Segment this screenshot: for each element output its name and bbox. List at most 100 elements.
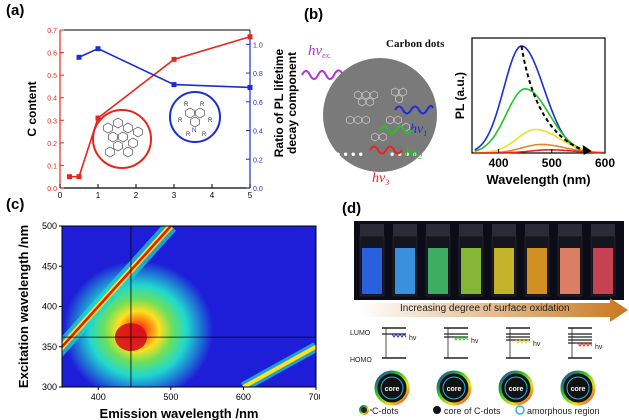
data-point-left <box>95 115 101 121</box>
x-tick-label: 3 <box>172 191 177 200</box>
hexagon <box>118 131 128 143</box>
vial-cap <box>426 224 450 236</box>
scatter-band-1-core <box>62 226 172 349</box>
graphene-hexagon <box>354 90 362 100</box>
data-point-right <box>171 82 177 88</box>
pl-spectrum-4 <box>474 149 604 154</box>
y-tick-label: 400 <box>42 302 57 312</box>
emission-arrow <box>515 339 531 344</box>
svg-text:hνex.: hνex. <box>308 43 331 60</box>
y-axis-title-right: Ratio of PL lifetimedecay component <box>272 48 299 157</box>
carbon-dot-schematic: Carbon dots • • • • • • • • hνex. hν1 hν… <box>301 37 615 187</box>
chart-a: 0 1 2 3 4 50.00.10.20.30.40.50.60.70.00.20.40… <box>25 28 299 200</box>
vial-solution <box>527 248 547 294</box>
plot-frame <box>471 37 606 154</box>
x-tick-label: 0 <box>58 191 63 200</box>
panel-label-b: (b) <box>304 6 324 23</box>
y-tick-label: 500 <box>42 221 57 231</box>
hexagon <box>190 116 200 128</box>
graphene-hexagon <box>362 115 370 125</box>
y-tick-label-right: 0.2 <box>253 157 263 164</box>
panel-label-c: (c) <box>6 196 25 213</box>
emission-wave-2 <box>379 125 413 135</box>
data-point-left <box>247 34 253 40</box>
svg-text:amorphous region: amorphous region <box>527 406 600 416</box>
x-tick-label: 2 <box>134 191 139 200</box>
graphene-hexagon <box>379 132 387 142</box>
y-axis-title: Excitation wavelength /nm <box>16 225 31 388</box>
x-axis-title: Wavelength (nm) <box>486 172 590 187</box>
svg-text:R: R <box>178 118 183 124</box>
svg-text:hν1: hν1 <box>410 122 427 138</box>
svg-text:R: R <box>202 132 207 138</box>
y-tick-label-left: 0.6 <box>47 51 57 58</box>
series-line-right <box>78 47 251 89</box>
series-line-left <box>69 36 251 178</box>
peak-shift-arrow <box>520 45 585 151</box>
graphene-hexagon <box>354 115 362 125</box>
scatter-band-2 <box>242 345 316 387</box>
panel-a: (a) 0 1 2 3 4 5 0.0 0.1 0.2 0.3 0.4 0.5 0.6 0.7 0.0 0.2… <box>0 0 300 200</box>
core-label: core <box>571 386 586 393</box>
data-point-right <box>95 46 101 52</box>
hexagon <box>105 146 115 158</box>
x-tick-label: 500 <box>163 392 178 402</box>
hexagon <box>123 146 133 158</box>
graphene-hexagon <box>371 132 379 142</box>
vial-cap <box>360 224 384 236</box>
svg-text:• • • •: • • • • <box>336 147 363 161</box>
svg-text:C-dots: C-dots <box>372 406 399 416</box>
oxidation-schematic: Increasing degree of surface oxidation L… <box>350 221 628 416</box>
excitation-wave <box>301 69 343 80</box>
panel-label-a: (a) <box>6 2 25 19</box>
vial-solution <box>494 248 514 294</box>
pyridinic-structure-icon <box>185 107 205 128</box>
arrow-head <box>582 145 592 155</box>
carbon-dots-title: Carbon dots <box>386 38 445 50</box>
data-point-left <box>76 174 82 180</box>
hexagon <box>123 122 133 134</box>
emission-arrow <box>453 336 469 341</box>
core-label: core <box>447 386 462 393</box>
core-of-c-dot <box>442 376 466 400</box>
y-tick-label-left: 0.7 <box>47 28 57 35</box>
graphene-hexagon <box>370 90 378 100</box>
y-tick-label-right: 0.0 <box>253 186 263 193</box>
carbon-dot-sphere <box>323 58 437 172</box>
emission-spot <box>63 260 214 387</box>
y-tick-label-left: 0.0 <box>47 186 57 193</box>
vial-cap <box>558 224 582 236</box>
data-point-right <box>247 84 253 90</box>
y-tick-label-right: 0.4 <box>253 129 263 136</box>
graphene-hexagon <box>362 90 370 100</box>
core-label: core <box>509 386 524 393</box>
y-tick-label-left: 0.1 <box>47 163 57 170</box>
panel-d: (d) Increasing degree of surface oxidati… <box>320 200 629 420</box>
vial-solution <box>428 248 448 294</box>
y-tick-label: 450 <box>42 261 57 271</box>
graphene-hexagon <box>395 94 403 104</box>
emission-wave-3 <box>369 145 403 155</box>
hexagon <box>195 107 205 119</box>
y-tick-label: 300 <box>42 382 57 392</box>
vial-cap <box>525 224 549 236</box>
svg-text:R: R <box>200 102 205 108</box>
svg-text:R: R <box>208 118 213 124</box>
y-tick-label-left: 0.3 <box>47 118 57 125</box>
core-of-c-dot <box>504 376 528 400</box>
graphene-hexagon <box>399 87 407 97</box>
pl-spectrum-2 <box>474 128 604 154</box>
oxidation-label: Increasing degree of surface oxidation <box>400 303 570 314</box>
y-axis-title: PL (a.u.) <box>453 72 467 119</box>
vial-cap <box>393 224 417 236</box>
vial-cap <box>459 224 483 236</box>
inset-circle-red <box>92 109 152 169</box>
vial-cap <box>591 224 615 236</box>
hv-label: hv <box>595 344 603 351</box>
x-tick-label: 1 <box>96 191 101 200</box>
graphene-hexagon <box>402 122 410 132</box>
vial-solution <box>461 248 481 294</box>
panel-b: (b) Carbon dots • • • • • • • • hνex. hν… <box>300 0 629 200</box>
vial-solution <box>395 248 415 294</box>
hexagon <box>108 131 118 143</box>
